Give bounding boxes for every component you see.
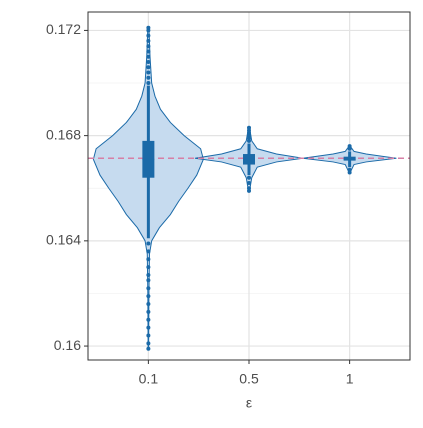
outlier [146,317,151,322]
y-tick-label: 0.168 [46,126,81,142]
x-tick-label: 0.5 [239,371,259,387]
outlier [146,33,151,38]
outlier [146,333,151,338]
outlier [146,301,151,306]
outlier [146,44,151,49]
y-tick-label: 0.172 [46,21,81,37]
outlier [146,65,151,70]
outlier [146,75,151,80]
x-tick-label: 1 [346,371,354,387]
outlier [146,70,151,75]
outlier [146,25,151,30]
y-tick-label: 0.16 [54,337,81,353]
outlier [146,346,151,351]
outlier [146,49,151,54]
outlier [347,170,352,175]
box [343,156,356,161]
outlier [247,175,251,180]
outlier [146,286,151,291]
x-axis-title: ε [246,395,252,411]
outlier [146,249,151,254]
outlier [146,341,151,346]
outlier [146,54,151,59]
outlier [347,144,352,149]
outlier [146,294,151,299]
x-tick-label: 0.1 [139,371,159,387]
outlier [146,325,151,330]
outlier [146,278,151,283]
outlier [146,257,151,262]
outlier [146,81,151,86]
outlier [146,273,151,278]
outlier [146,59,151,64]
outlier [247,180,251,185]
outlier [146,265,151,270]
outlier [247,188,251,193]
outlier [146,38,151,43]
y-tick-label: 0.164 [46,232,81,248]
outlier [146,309,151,314]
outlier [146,241,151,246]
outlier [247,125,251,130]
panel-border [87,11,411,361]
